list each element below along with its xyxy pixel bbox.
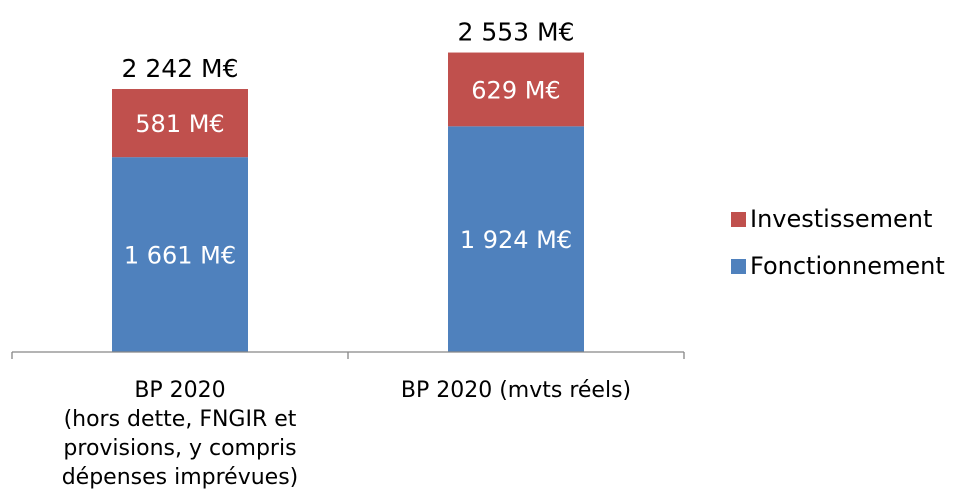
data-label: 629 M€ [471,76,560,104]
legend-label: Fonctionnement [750,252,945,280]
category-label: provisions, y compris [63,436,296,461]
category-label: dépenses imprévues) [62,465,299,490]
data-label: 581 M€ [135,110,224,138]
legend-label: Investissement [750,205,932,233]
bar-segment-fonctionnement [112,157,248,352]
data-label: 1 661 M€ [124,242,236,270]
legend-swatch-fonctionnement [731,259,746,274]
data-label: 1 924 M€ [460,226,572,254]
category-label: (hors dette, FNGIR et [64,407,297,432]
bar-segment-investissement [112,89,248,158]
bar-segment-fonctionnement [448,126,584,353]
total-label: 2 242 M€ [122,54,239,83]
bar-segment-investissement [448,52,584,127]
legend-swatch-investissement [731,212,746,227]
category-label: BP 2020 (mvts réels) [401,378,631,403]
total-label: 2 553 M€ [458,18,575,47]
category-label: BP 2020 [134,378,225,403]
